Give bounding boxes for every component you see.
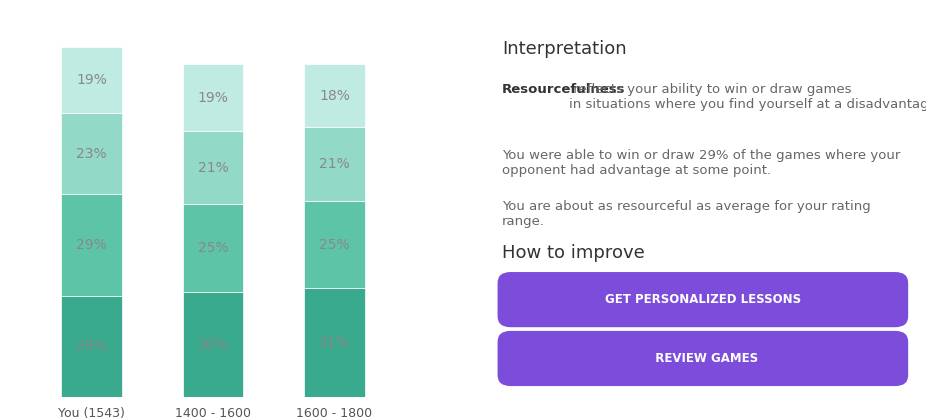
Text: 23%: 23%	[76, 147, 106, 161]
Text: 18%: 18%	[319, 89, 350, 103]
Bar	[182, 131, 244, 204]
Text: Resourcefulness: Resourcefulness	[502, 83, 625, 96]
Text: 30%: 30%	[197, 338, 228, 352]
Text: 21%: 21%	[319, 157, 350, 171]
Bar	[304, 201, 365, 288]
Bar	[304, 64, 365, 127]
Text: How to improve: How to improve	[502, 245, 644, 263]
Bar	[182, 64, 244, 131]
Text: 19%: 19%	[76, 73, 106, 87]
Text: 29%: 29%	[76, 238, 106, 252]
Bar	[61, 113, 122, 194]
Bar	[304, 288, 365, 397]
Text: 21%: 21%	[197, 161, 229, 175]
Text: You are about as resourceful as average for your rating
range.: You are about as resourceful as average …	[502, 200, 870, 228]
FancyBboxPatch shape	[497, 331, 908, 386]
Bar	[304, 127, 365, 201]
Bar	[61, 47, 122, 113]
Text: 31%: 31%	[319, 336, 350, 350]
Bar	[182, 292, 244, 397]
Bar	[61, 296, 122, 397]
Text: GET PERSONALIZED LESSONS: GET PERSONALIZED LESSONS	[605, 293, 801, 306]
Text: reflects your ability to win or draw games
in situations where you find yourself: reflects your ability to win or draw gam…	[569, 83, 926, 111]
Text: 25%: 25%	[319, 238, 350, 252]
Text: Interpretation: Interpretation	[502, 40, 627, 58]
FancyBboxPatch shape	[497, 272, 908, 327]
Text: 25%: 25%	[197, 241, 228, 255]
Text: 29%: 29%	[76, 339, 106, 353]
Bar	[182, 204, 244, 292]
Text: You were able to win or draw 29% of the games where your
opponent had advantage : You were able to win or draw 29% of the …	[502, 149, 900, 177]
Text: 19%: 19%	[197, 91, 229, 104]
Text: REVIEW GAMES: REVIEW GAMES	[647, 352, 758, 365]
Bar	[61, 194, 122, 296]
